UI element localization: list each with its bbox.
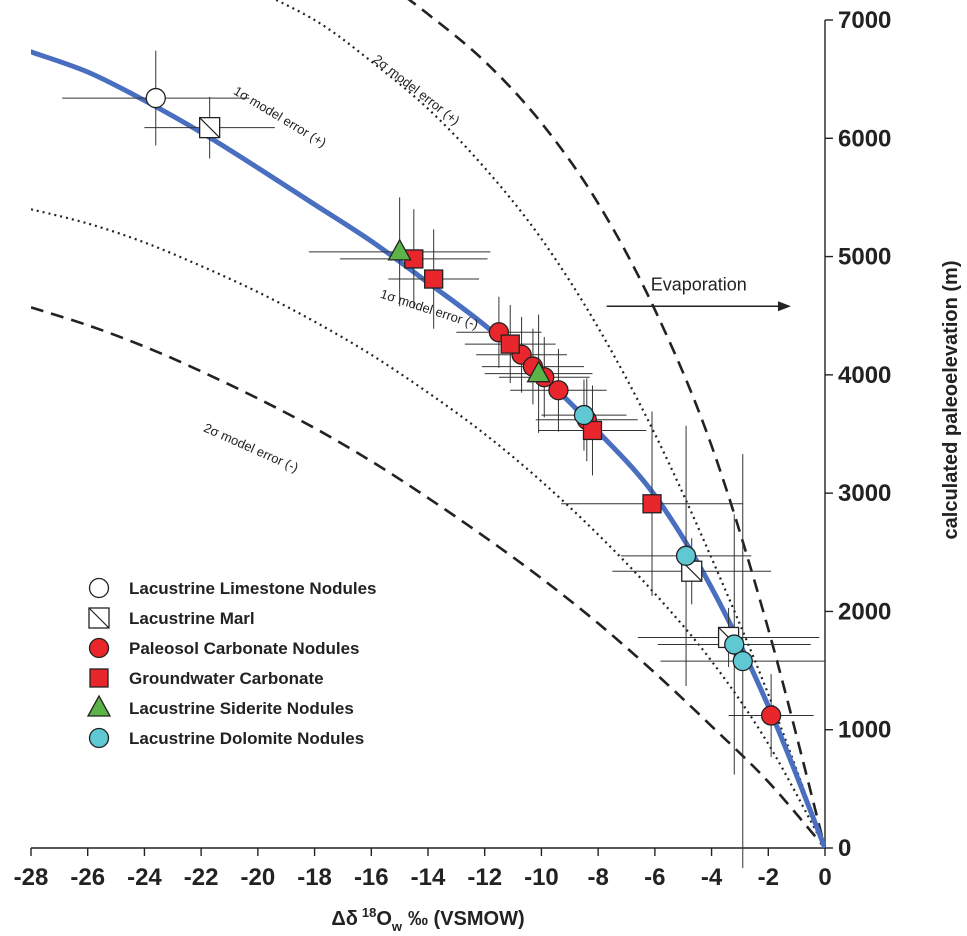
x-axis-label-sub: w: [391, 919, 403, 934]
marker-groundwater-carbonate: [424, 269, 444, 289]
x-axis-label-main: O: [376, 908, 392, 930]
legend-label-lacustrine-marl: Lacustrine Marl: [129, 609, 255, 628]
model-curve-line: [31, 49, 825, 848]
y-tick-label: 6000: [838, 125, 891, 152]
marker-lacustrine-dolomite-nodules: [732, 650, 753, 672]
x-tick-label: -24: [127, 864, 162, 891]
x-tick-label: -8: [587, 864, 608, 891]
x-axis-label-prefix: Δδ: [331, 908, 358, 930]
data-markers: [145, 87, 782, 726]
error-curve-1-model-error: [273, 0, 825, 848]
y-tick-label: 2000: [838, 598, 891, 625]
y-tick-label: 0: [838, 835, 851, 862]
curve-annotations: 2σ model error (+)1σ model error (+)1σ m…: [202, 51, 481, 475]
legend-label-lacustrine-limestone-nodules: Lacustrine Limestone Nodules: [129, 579, 377, 598]
annotation-1-model-error: 1σ model error (+): [231, 83, 329, 150]
error-curve-2-model-error: [407, 0, 825, 848]
x-tick-label: -2: [758, 864, 779, 891]
marker-paleosol-carbonate-nodules: [548, 380, 569, 401]
legend-marker-lacustrine-dolomite-nodules: [88, 727, 110, 749]
evaporation-label: Evaporation: [651, 274, 747, 294]
marker-lacustrine-dolomite-nodules: [573, 404, 595, 426]
marker-lacustrine-siderite-nodules: [526, 360, 551, 383]
x-tick-label: -18: [297, 864, 332, 891]
x-axis-label-suffix: ‰ (VSMOW): [408, 908, 525, 930]
y-tick-label: 5000: [838, 244, 891, 271]
plot-frame: [31, 20, 826, 849]
marker-groundwater-carbonate: [582, 420, 603, 441]
evaporation-annotation: Evaporation: [606, 274, 791, 312]
legend-label-lacustrine-siderite-nodules: Lacustrine Siderite Nodules: [129, 699, 354, 718]
x-tick-label: -6: [644, 864, 665, 891]
x-axis-label-sup: 18: [362, 905, 376, 920]
y-tick-label: 1000: [838, 717, 891, 744]
marker-lacustrine-marl: [681, 560, 703, 582]
legend: Lacustrine Limestone Nodules Lacustrine M…: [86, 577, 377, 749]
x-tick-label: -10: [524, 864, 559, 891]
error-curve-2-model-error: [31, 306, 825, 848]
legend-marker-paleosol-carbonate-nodules: [88, 637, 110, 659]
x-tick-label: -22: [184, 864, 219, 891]
legend-marker-groundwater-carbonate: [89, 668, 109, 688]
legend-marker-lacustrine-marl: [88, 607, 110, 629]
legend-marker-lacustrine-siderite-nodules: [86, 694, 112, 717]
marker-lacustrine-dolomite-nodules: [724, 634, 745, 655]
x-tick-label: -4: [701, 864, 723, 891]
marker-lacustrine-siderite-nodules: [387, 238, 412, 261]
x-tick-label: -12: [467, 864, 502, 891]
x-tick-label: -14: [411, 864, 446, 891]
marker-lacustrine-limestone-nodules: [145, 87, 166, 109]
legend-label-groundwater-carbonate: Groundwater Carbonate: [129, 669, 324, 688]
model-curve: [31, 49, 825, 848]
x-tick-label: 0: [818, 864, 831, 891]
marker-groundwater-carbonate: [642, 494, 662, 514]
marker-lacustrine-marl-diagonal: [199, 117, 221, 139]
y-tick-label: 4000: [838, 362, 891, 389]
legend-label-lacustrine-dolomite-nodules: Lacustrine Dolomite Nodules: [129, 729, 364, 748]
x-tick-label: -20: [241, 864, 276, 891]
y-axis-label: calculated paleoelevation (m): [940, 261, 962, 540]
evaporation-arrow-head: [777, 301, 791, 312]
marker-lacustrine-dolomite-nodules: [675, 545, 697, 566]
y-tick-label: 3000: [838, 480, 891, 507]
annotation-2-model-error: 2σ model error (+): [371, 51, 463, 128]
y-axis-ticks: 0 1000 2000 3000 4000 5000 6000 7000: [825, 7, 891, 862]
marker-groundwater-carbonate: [500, 334, 520, 354]
error-curve-1-model-error: [31, 208, 825, 848]
legend-marker-lacustrine-marl-diagonal: [88, 607, 110, 629]
x-tick-label: -28: [14, 864, 49, 891]
x-axis-label: Δδ 18Ow ‰ (VSMOW): [331, 905, 524, 934]
x-tick-label: -26: [70, 864, 105, 891]
y-tick-label: 7000: [838, 7, 891, 34]
annotation-2-model-error: 2σ model error (-): [202, 420, 301, 475]
x-axis-ticks: -28 -26 -24 -22 -20 -18 -16 -14 -12 -10 -8 -6 -4 -2 0: [14, 848, 832, 891]
x-tick-label: -16: [354, 864, 389, 891]
model-error-curves: [31, 0, 825, 848]
marker-paleosol-carbonate-nodules: [760, 705, 782, 726]
marker-lacustrine-marl: [198, 116, 221, 139]
legend-marker-lacustrine-limestone-nodules: [88, 577, 110, 599]
legend-label-paleosol-carbonate-nodules: Paleosol Carbonate Nodules: [129, 639, 360, 658]
